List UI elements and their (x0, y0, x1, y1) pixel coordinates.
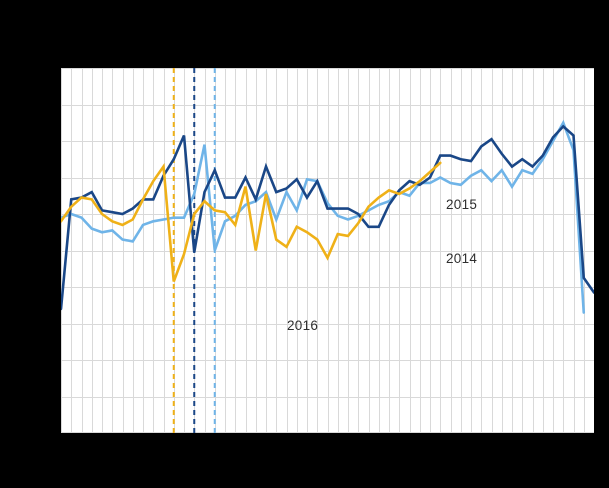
line-chart-canvas (61, 68, 594, 433)
series-label-2015: 2015 (446, 197, 478, 212)
series-label-2016: 2016 (287, 318, 319, 333)
series-line-2015 (61, 124, 594, 311)
plot-area: 2015 2014 2016 (61, 68, 594, 433)
series-line-2016 (61, 161, 442, 282)
gridlines (61, 68, 594, 433)
series-label-2014: 2014 (446, 251, 478, 266)
series-line-2014 (61, 119, 586, 314)
